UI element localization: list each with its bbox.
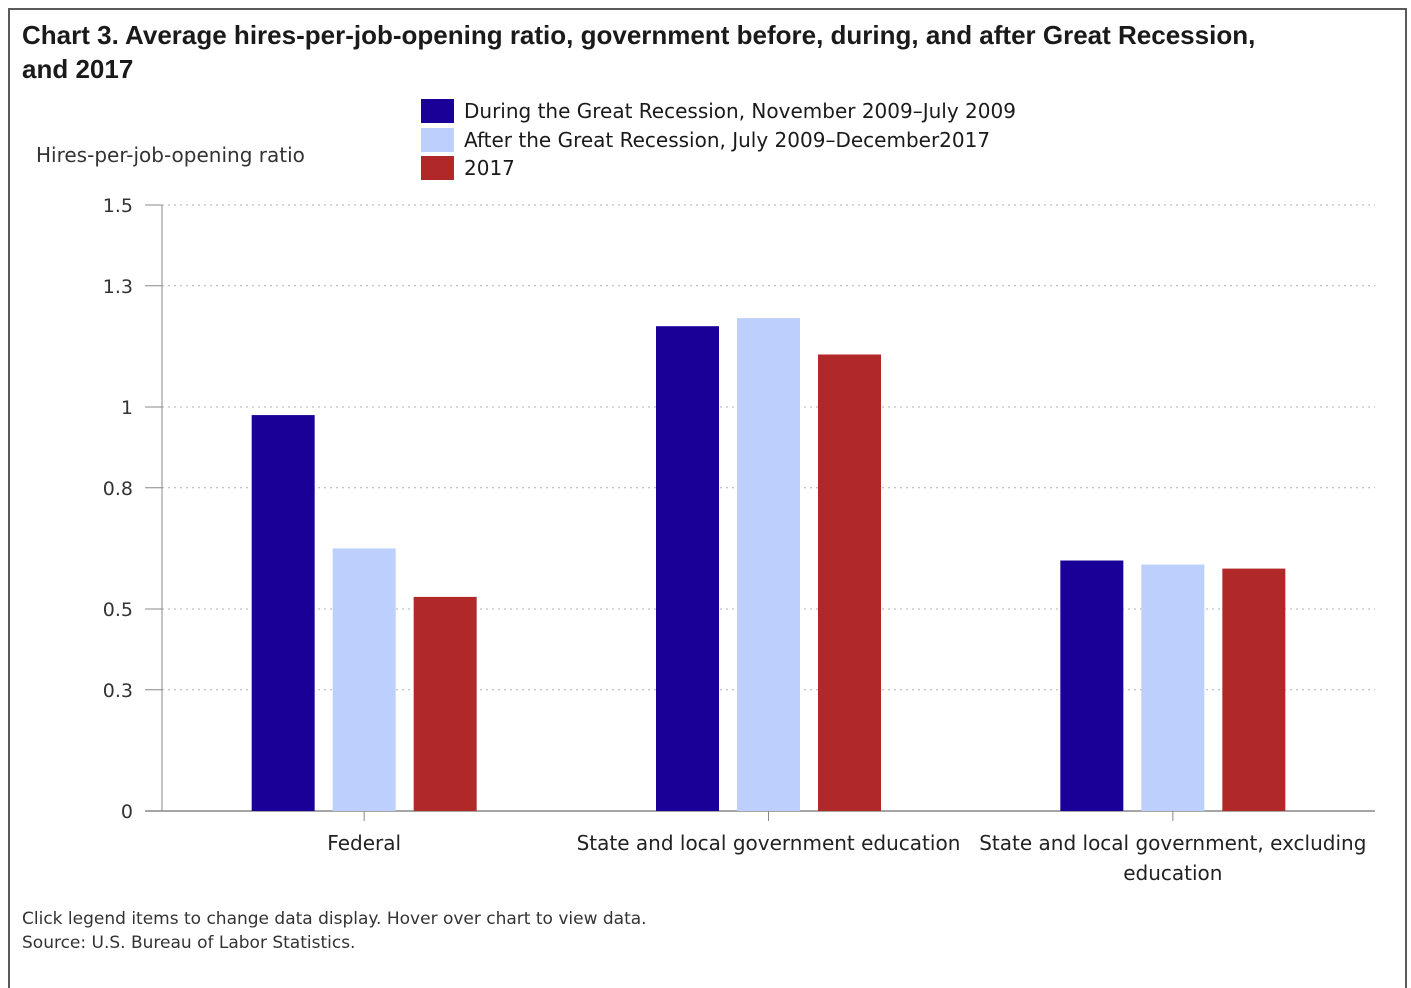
legend-item-2017[interactable]: 2017: [421, 154, 1016, 183]
bar-2017: [818, 354, 881, 811]
y-tick-label: 0.3: [103, 680, 133, 702]
bar-after: [1141, 564, 1205, 811]
y-axis-title: Hires-per-job-opening ratio: [36, 143, 305, 167]
y-tick-label: 1.3: [103, 276, 133, 298]
bar-after: [737, 318, 800, 811]
legend-swatch-during: [421, 99, 454, 124]
bar-2017: [413, 596, 477, 811]
chart-title: Chart 3. Average hires-per-job-opening r…: [22, 20, 1256, 84]
legend-item-during[interactable]: During the Great Recession, November 200…: [421, 97, 1016, 126]
y-tick-label: 0: [121, 801, 133, 823]
legend-label-during: During the Great Recession, November 200…: [464, 99, 1016, 124]
legend-label-2017: 2017: [464, 156, 515, 181]
bar-2017: [1222, 568, 1286, 811]
bar-during: [1060, 560, 1124, 811]
legend-swatch-2017: [421, 156, 454, 181]
legend-item-after[interactable]: After the Great Recession, July 2009–Dec…: [421, 126, 1016, 155]
y-tick-label: 1.5: [103, 195, 133, 217]
legend-swatch-after: [421, 127, 454, 152]
interaction-note: Click legend items to change data displa…: [22, 909, 647, 929]
legend: During the Great Recession, November 200…: [421, 97, 1016, 183]
source-note: Source: U.S. Bureau of Labor Statistics.: [22, 933, 356, 953]
x-category-label: State and local government, excluding: [979, 831, 1366, 855]
x-category-label: Federal: [327, 831, 401, 855]
bar-during: [656, 326, 719, 811]
plot-area[interactable]: 0 0.3 0.5 0.8 1 1.3 1.5 Federal State and local …: [0, 0, 1411, 967]
bar-during: [251, 415, 315, 811]
y-tick-label: 0.8: [103, 478, 133, 500]
x-category-label: State and local government education: [577, 831, 961, 855]
bar-after: [332, 548, 396, 811]
x-category-label: education: [1123, 861, 1222, 885]
y-tick-label: 1: [121, 397, 133, 419]
y-tick-label: 0.5: [103, 599, 133, 621]
legend-label-after: After the Great Recession, July 2009–Dec…: [464, 127, 991, 152]
